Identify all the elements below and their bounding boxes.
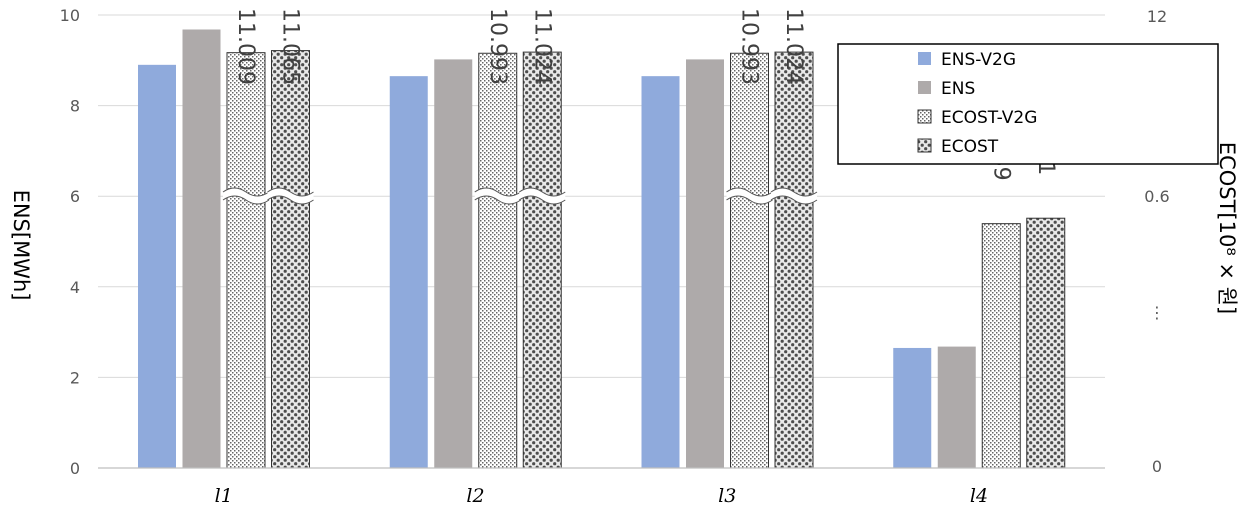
bar-ecost-v2g-l2 xyxy=(478,52,518,469)
axis-break-line xyxy=(222,187,270,197)
axis-breaks xyxy=(222,187,818,205)
left-tick-label: 2 xyxy=(70,368,80,387)
axis-break-gap xyxy=(267,188,314,204)
right-tick-label: ⋮ xyxy=(1149,303,1165,322)
legend: ENS-V2G ENS ECOST-V2G ECOST xyxy=(837,43,1219,165)
bar-ecost-v2g-l4 xyxy=(981,223,1021,469)
legend-swatch xyxy=(917,138,932,153)
axis-break-line xyxy=(726,195,773,205)
legend-swatch xyxy=(918,81,931,94)
bar-ens-v2g-l1 xyxy=(138,64,176,468)
category-label: l1 xyxy=(215,485,233,507)
bar-ens-v2g-l2 xyxy=(389,76,428,468)
data-label: 11.009 xyxy=(233,8,258,85)
axis-break-line xyxy=(518,187,566,197)
right-tick-label: 0.6 xyxy=(1144,187,1169,206)
axis-break-gap xyxy=(474,188,521,204)
axis-break-line xyxy=(474,195,522,205)
bar-ecost-v2g-l3 xyxy=(730,52,769,469)
data-label: 11.024 xyxy=(781,8,806,85)
category-label: l2 xyxy=(466,485,484,507)
legend-box xyxy=(837,43,1219,165)
data-label: 10.993 xyxy=(485,8,510,85)
left-tick-label: 0 xyxy=(70,459,80,478)
bars xyxy=(138,29,1066,469)
right-tick-label: 0 xyxy=(1152,457,1162,476)
axis-break-gap xyxy=(771,188,817,204)
bar-ecost-l1 xyxy=(271,50,310,469)
left-tick-label: 6 xyxy=(70,187,80,206)
axis-break-line xyxy=(267,195,314,205)
bar-ens-v2g-l4 xyxy=(893,347,932,468)
legend-label: ECOST-V2G xyxy=(941,108,1037,128)
bar-ecost-v2g-l1 xyxy=(226,52,266,469)
legend-swatch xyxy=(918,52,931,65)
bar-ens-v2g-l3 xyxy=(641,76,680,468)
data-label: 10.993 xyxy=(737,8,762,85)
legend-label: ECOST xyxy=(941,137,999,157)
left-tick-label: 4 xyxy=(70,278,80,297)
axis-break-line xyxy=(518,195,566,205)
legend-label: ENS xyxy=(941,79,975,99)
bar-ens-l1 xyxy=(182,29,221,468)
axis-break-gap xyxy=(726,188,773,204)
axis-break-line xyxy=(474,187,522,197)
axis-break-gap xyxy=(223,188,269,204)
legend-label: ENS-V2G xyxy=(941,50,1016,70)
data-label: 11.024 xyxy=(529,8,554,85)
axis-break-gap xyxy=(519,188,566,204)
right-axis-title: ECOST[10⁸ × 원] xyxy=(1215,142,1239,314)
legend-swatch xyxy=(917,109,932,124)
bar-ens-l4 xyxy=(937,346,976,468)
data-label: 11.065 xyxy=(278,8,303,85)
axis-break-line xyxy=(770,187,818,197)
bar-ens-l3 xyxy=(686,59,724,468)
category-label: l3 xyxy=(718,485,736,507)
left-tick-label: 8 xyxy=(70,97,80,116)
category-label: l4 xyxy=(970,485,988,507)
axis-break-line xyxy=(726,187,773,197)
left-axis-title: ENS[MWh] xyxy=(9,190,33,301)
axis-break-line xyxy=(267,187,314,197)
axis-break-line xyxy=(770,195,818,205)
bar-ecost-l3 xyxy=(774,51,814,469)
left-tick-label: 10 xyxy=(60,6,80,25)
axis-break-line xyxy=(222,195,270,205)
bar-ecost-l2 xyxy=(522,51,562,469)
bar-ens-l2 xyxy=(434,59,473,468)
right-tick-label: 12 xyxy=(1147,7,1167,26)
bar-ecost-l4 xyxy=(1026,217,1066,469)
